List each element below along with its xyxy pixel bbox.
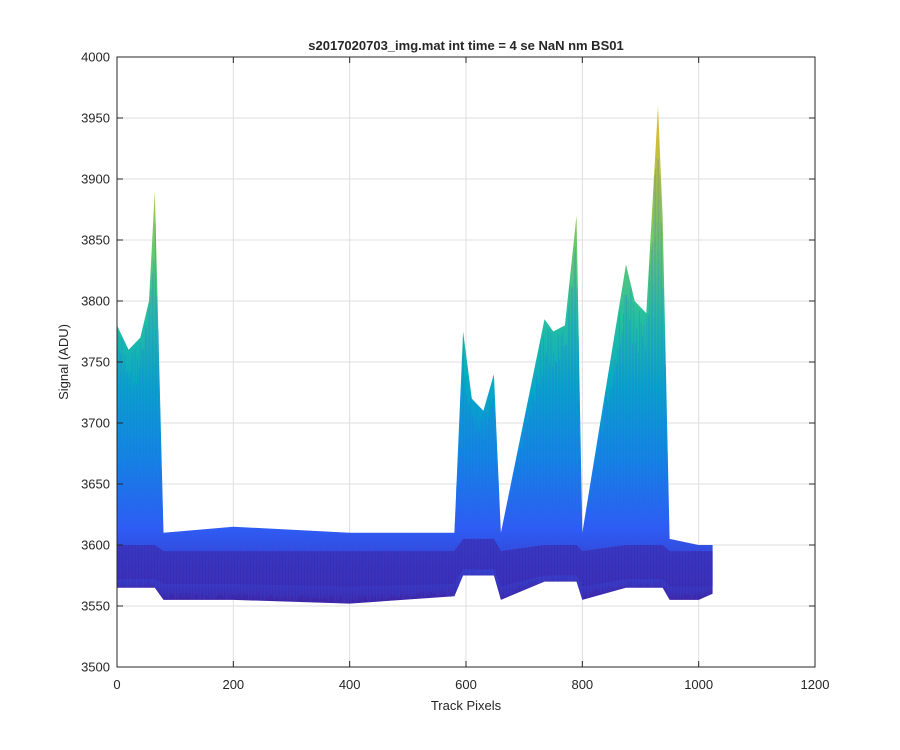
y-tick-label: 3900 — [81, 172, 110, 187]
x-axis-label: Track Pixels — [431, 698, 502, 713]
tick-labels: 0 200 400 600 800 1000 1200 3500 3550 3600 3650 370… — [81, 50, 829, 693]
x-tick-label: 1000 — [684, 677, 713, 692]
y-tick-label: 3750 — [81, 355, 110, 370]
x-tick-label: 400 — [339, 677, 361, 692]
chart-title: s2017020703_img.mat int time = 4 se NaN … — [308, 38, 623, 53]
x-tick-label: 200 — [222, 677, 244, 692]
y-tick-label: 3800 — [81, 294, 110, 309]
y-tick-label: 3700 — [81, 416, 110, 431]
y-tick-label: 3600 — [81, 538, 110, 553]
x-tick-label: 1200 — [801, 677, 830, 692]
y-tick-label: 3500 — [81, 660, 110, 675]
y-tick-label: 3950 — [81, 111, 110, 126]
axes — [116, 56, 816, 668]
signal-noise-strokes — [117, 158, 713, 604]
x-tick-label: 0 — [113, 677, 120, 692]
y-tick-label: 4000 — [81, 50, 110, 65]
y-tick-label: 3850 — [81, 233, 110, 248]
signal-envelope — [117, 105, 713, 604]
y-tick-label: 3650 — [81, 477, 110, 492]
data-layer — [117, 105, 713, 604]
signal-core-band — [117, 538, 713, 587]
x-tick-label: 800 — [571, 677, 593, 692]
grid — [117, 57, 815, 667]
x-tick-label: 600 — [455, 677, 477, 692]
y-tick-label: 3550 — [81, 599, 110, 614]
y-axis-label: Signal (ADU) — [56, 324, 71, 400]
